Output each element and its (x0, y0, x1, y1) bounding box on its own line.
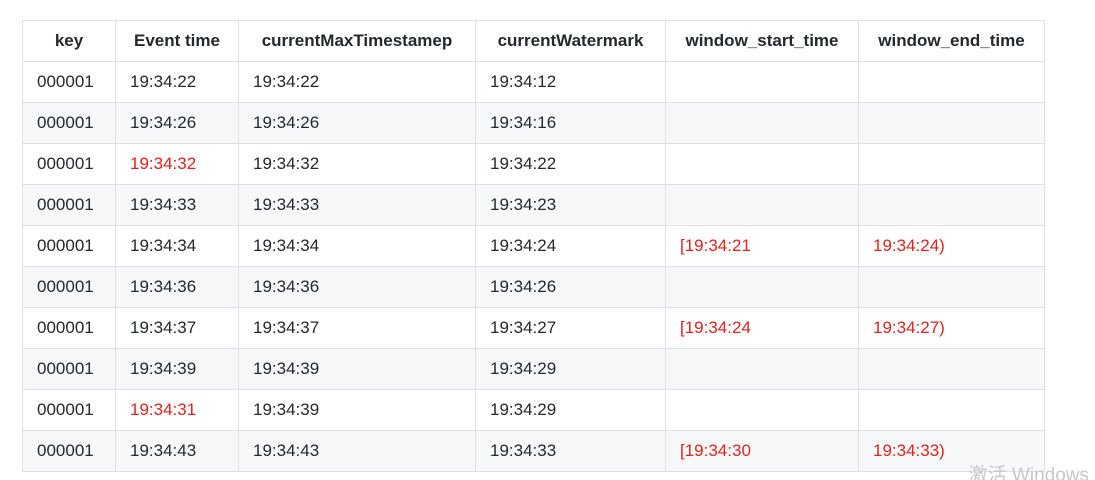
cell-key: 000001 (22, 266, 116, 308)
os-activation-watermark: 激活 Windows (968, 465, 1089, 480)
cell-window-end-time (858, 389, 1045, 431)
table-row: 000001 19:34:43 19:34:43 19:34:33 [19:34:30 1… (22, 430, 1045, 472)
cell-window-start-time: [19:34:21 (665, 225, 859, 267)
cell-current-watermark: 19:34:26 (475, 266, 666, 308)
cell-current-watermark: 19:34:33 (475, 430, 666, 472)
cell-key: 000001 (22, 389, 116, 431)
column-header-event-time: Event time (115, 20, 239, 62)
cell-key: 000001 (22, 430, 116, 472)
cell-key: 000001 (22, 307, 116, 349)
cell-window-end-time (858, 348, 1045, 390)
cell-window-start-time: [19:34:30 (665, 430, 859, 472)
table-body: 000001 19:34:22 19:34:22 19:34:12 000001 19:3… (22, 61, 1045, 472)
table-row: 000001 19:34:32 19:34:32 19:34:22 (22, 143, 1045, 185)
cell-current-watermark: 19:34:22 (475, 143, 666, 185)
data-table: key Event time currentMaxTimestamep curr… (22, 20, 1045, 472)
cell-current-watermark: 19:34:29 (475, 348, 666, 390)
cell-window-start-time (665, 266, 859, 308)
cell-window-end-time (858, 266, 1045, 308)
cell-current-watermark: 19:34:27 (475, 307, 666, 349)
cell-window-start-time (665, 348, 859, 390)
cell-event-time: 19:34:32 (115, 143, 239, 185)
cell-window-start-time (665, 143, 859, 185)
cell-window-end-time (858, 61, 1045, 103)
cell-event-time: 19:34:22 (115, 61, 239, 103)
cell-current-max-timestamp: 19:34:39 (238, 348, 476, 390)
cell-event-time: 19:34:39 (115, 348, 239, 390)
cell-current-watermark: 19:34:24 (475, 225, 666, 267)
cell-window-end-time (858, 143, 1045, 185)
table-row: 000001 19:34:39 19:34:39 19:34:29 (22, 348, 1045, 390)
cell-key: 000001 (22, 102, 116, 144)
table-row: 000001 19:34:31 19:34:39 19:34:29 (22, 389, 1045, 431)
cell-current-max-timestamp: 19:34:39 (238, 389, 476, 431)
cell-window-end-time: 19:34:33) (858, 430, 1045, 472)
cell-event-time: 19:34:37 (115, 307, 239, 349)
table-row: 000001 19:34:22 19:34:22 19:34:12 (22, 61, 1045, 103)
cell-window-start-time: [19:34:24 (665, 307, 859, 349)
cell-current-max-timestamp: 19:34:37 (238, 307, 476, 349)
cell-event-time: 19:34:26 (115, 102, 239, 144)
column-header-window-end-time: window_end_time (858, 20, 1045, 62)
cell-current-max-timestamp: 19:34:34 (238, 225, 476, 267)
cell-window-start-time (665, 102, 859, 144)
cell-current-watermark: 19:34:16 (475, 102, 666, 144)
table-row: 000001 19:34:37 19:34:37 19:34:27 [19:34:24 1… (22, 307, 1045, 349)
cell-window-start-time (665, 61, 859, 103)
cell-window-end-time (858, 184, 1045, 226)
column-header-current-max-timestamp: currentMaxTimestamep (238, 20, 476, 62)
cell-current-max-timestamp: 19:34:26 (238, 102, 476, 144)
cell-current-max-timestamp: 19:34:22 (238, 61, 476, 103)
cell-current-max-timestamp: 19:34:32 (238, 143, 476, 185)
cell-window-end-time (858, 102, 1045, 144)
cell-current-max-timestamp: 19:34:36 (238, 266, 476, 308)
cell-event-time: 19:34:33 (115, 184, 239, 226)
cell-event-time: 19:34:31 (115, 389, 239, 431)
header-row: key Event time currentMaxTimestamep curr… (22, 20, 1045, 62)
cell-window-end-time: 19:34:24) (858, 225, 1045, 267)
cell-event-time: 19:34:34 (115, 225, 239, 267)
column-header-current-watermark: currentWatermark (475, 20, 666, 62)
table-row: 000001 19:34:26 19:34:26 19:34:16 (22, 102, 1045, 144)
column-header-window-start-time: window_start_time (665, 20, 859, 62)
cell-key: 000001 (22, 348, 116, 390)
cell-current-watermark: 19:34:29 (475, 389, 666, 431)
cell-key: 000001 (22, 61, 116, 103)
cell-current-watermark: 19:34:23 (475, 184, 666, 226)
cell-key: 000001 (22, 225, 116, 267)
cell-current-max-timestamp: 19:34:33 (238, 184, 476, 226)
cell-event-time: 19:34:43 (115, 430, 239, 472)
cell-window-start-time (665, 389, 859, 431)
table-row: 000001 19:34:33 19:34:33 19:34:23 (22, 184, 1045, 226)
cell-window-start-time (665, 184, 859, 226)
cell-key: 000001 (22, 143, 116, 185)
cell-current-watermark: 19:34:12 (475, 61, 666, 103)
cell-event-time: 19:34:36 (115, 266, 239, 308)
table-row: 000001 19:34:34 19:34:34 19:34:24 [19:34:21 1… (22, 225, 1045, 267)
cell-window-end-time: 19:34:27) (858, 307, 1045, 349)
table-row: 000001 19:34:36 19:34:36 19:34:26 (22, 266, 1045, 308)
column-header-key: key (22, 20, 116, 62)
cell-key: 000001 (22, 184, 116, 226)
cell-current-max-timestamp: 19:34:43 (238, 430, 476, 472)
